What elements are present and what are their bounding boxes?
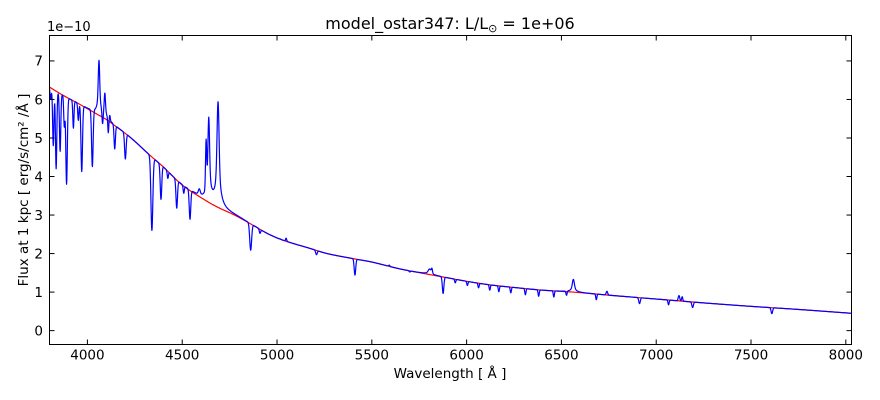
x-tick-label: 6000 bbox=[449, 348, 483, 364]
y-tick-label: 3 bbox=[34, 208, 43, 224]
plot-title: model_ostar347: L/L⊙ = 1e+06 bbox=[325, 14, 574, 35]
x-tick-label: 7000 bbox=[639, 348, 673, 364]
x-tick-label: 7500 bbox=[734, 348, 768, 364]
y-tick-label: 1 bbox=[34, 285, 43, 301]
continuum-line bbox=[49, 86, 851, 314]
y-tick-label: 2 bbox=[34, 246, 43, 262]
x-tick-label: 8000 bbox=[829, 348, 863, 364]
y-tick-label: 4 bbox=[34, 169, 43, 185]
y-axis-label: Flux at 1 kpc [ erg/s/cm² /Å ] bbox=[15, 94, 32, 287]
y-tick-label: 6 bbox=[34, 92, 43, 108]
y-tick-label: 5 bbox=[34, 131, 43, 147]
plot-frame bbox=[49, 35, 852, 345]
x-tick-label: 4000 bbox=[70, 348, 104, 364]
y-tick-label: 7 bbox=[34, 54, 43, 70]
x-tick-label: 4500 bbox=[165, 348, 199, 364]
x-tick-label: 6500 bbox=[544, 348, 578, 364]
spectrum-line bbox=[48, 59, 852, 315]
y-tick-label: 0 bbox=[34, 323, 43, 339]
plot-curves bbox=[48, 59, 852, 315]
x-axis-label: Wavelength [ Å ] bbox=[394, 365, 507, 382]
sun-symbol: ⊙ bbox=[488, 22, 497, 35]
x-tick-label: 5000 bbox=[260, 348, 294, 364]
plot-axes: 4000 4500 5000 5500 6000 6500 7000 7500 8000 0 1 2 3… bbox=[34, 35, 863, 364]
x-tick-label: 5500 bbox=[355, 348, 389, 364]
y-axis-offset-text: 1e−10 bbox=[47, 20, 91, 35]
